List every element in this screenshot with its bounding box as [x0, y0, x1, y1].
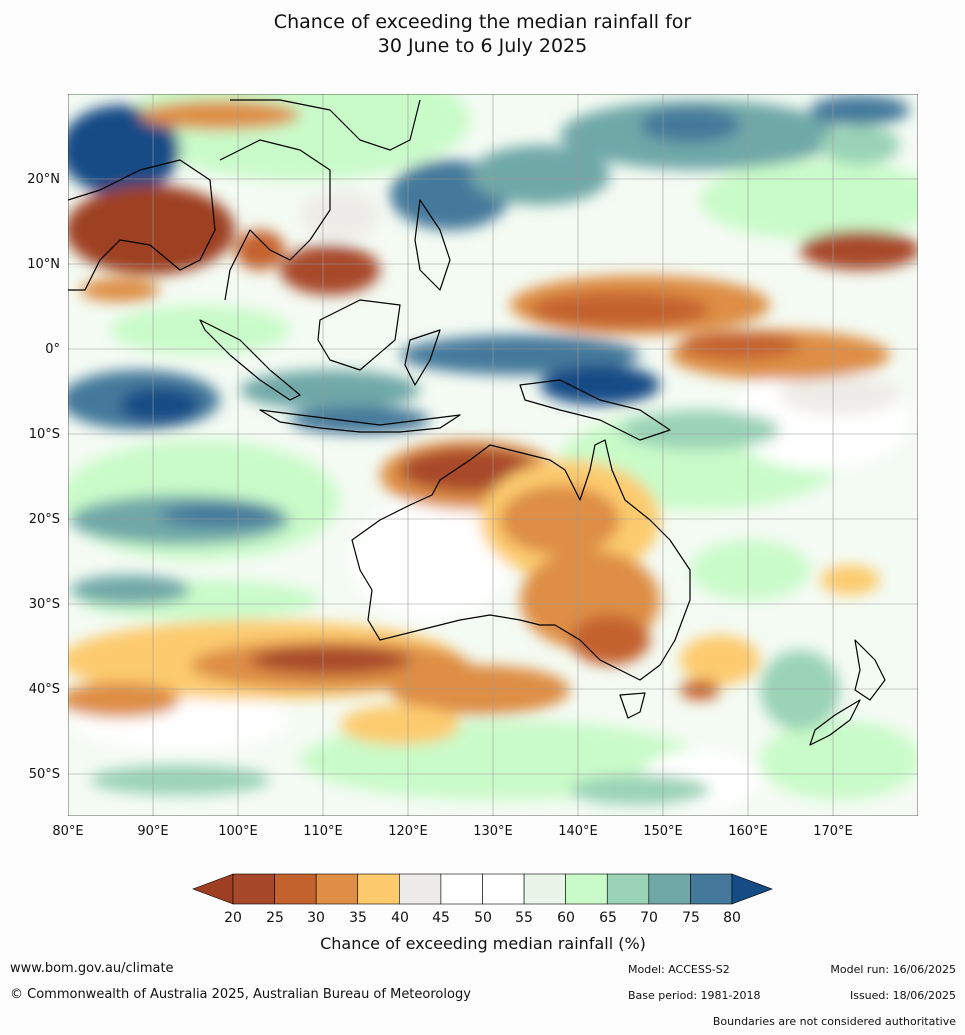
- colorbar-swatch: [399, 873, 442, 905]
- colorbar-ticks: 20 25 30 35 40 45 50 55 60 65 70 75 80: [224, 910, 741, 926]
- colorbar-swatch: [606, 873, 650, 905]
- lat-tick: 10°S: [29, 427, 60, 442]
- lat-tick-labels: 20°N 10°N 0° 10°S 20°S 30°S 40°S 50°S: [27, 172, 60, 782]
- colorbar-tick: 20: [224, 910, 242, 926]
- india-outline: [68, 159, 216, 291]
- map-field: [68, 94, 918, 816]
- sulawesi-outline: [404, 329, 441, 386]
- china-coast-outline: [230, 99, 421, 151]
- colorbar-tick: 25: [266, 910, 284, 926]
- colorbar: 20 25 30 35 40 45 50 55 60 65 70 75 80 C…: [192, 873, 773, 953]
- lon-tick: 80°E: [52, 824, 83, 839]
- colorbar-tick: 30: [307, 910, 325, 926]
- colorbar-swatch: [315, 873, 359, 905]
- colorbar-tick: 55: [515, 910, 533, 926]
- lon-tick: 140°E: [558, 824, 598, 839]
- colorbar-swatch: [690, 873, 733, 905]
- lon-tick: 150°E: [643, 824, 683, 839]
- southeast-asia-outline: [219, 139, 331, 301]
- lat-tick: 20°N: [27, 172, 60, 187]
- australia-outline: [351, 439, 691, 681]
- colorbar-swatches: [192, 873, 773, 905]
- colorbar-tick: 40: [391, 910, 409, 926]
- colorbar-extend-high: [731, 873, 773, 905]
- lon-tick: 130°E: [473, 824, 513, 839]
- colorbar-tick: 35: [349, 910, 367, 926]
- rainfall-map: 80°E 90°E 100°E 110°E 120°E 130°E 140°E …: [27, 94, 918, 839]
- coastlines: [68, 99, 886, 746]
- lon-tick-labels: 80°E 90°E 100°E 110°E 120°E 130°E 140°E …: [52, 824, 852, 839]
- borneo-outline: [317, 299, 401, 371]
- indonesia-south-islands: [259, 409, 461, 433]
- tasmania-outline: [619, 692, 646, 719]
- colorbar-swatch: [440, 873, 483, 905]
- nz-north-island: [854, 639, 886, 701]
- colorbar-tick: 45: [432, 910, 450, 926]
- lon-tick: 170°E: [813, 824, 853, 839]
- website-link[interactable]: www.bom.gov.au/climate: [10, 961, 174, 976]
- lat-tick: 30°S: [29, 597, 60, 612]
- lon-tick: 160°E: [728, 824, 768, 839]
- lon-tick: 100°E: [218, 824, 258, 839]
- lon-tick: 110°E: [303, 824, 343, 839]
- map-gridlines: [68, 94, 918, 816]
- lat-tick: 40°S: [29, 682, 60, 697]
- lat-tick: 10°N: [27, 257, 60, 272]
- colorbar-tick: 80: [723, 910, 741, 926]
- lon-tick: 90°E: [137, 824, 168, 839]
- colorbar-tick: 65: [599, 910, 617, 926]
- colorbar-swatch: [523, 873, 566, 905]
- chart-title-line1: Chance of exceeding the median rainfall …: [273, 11, 692, 33]
- lat-tick: 20°S: [29, 512, 60, 527]
- copyright-text: © Commonwealth of Australia 2025, Austra…: [10, 987, 471, 1002]
- colorbar-tick: 60: [557, 910, 575, 926]
- lat-tick: 50°S: [29, 767, 60, 782]
- new-guinea-outline: [519, 379, 671, 441]
- colorbar-swatch: [482, 873, 525, 905]
- colorbar-swatch: [274, 873, 317, 905]
- colorbar-label: Chance of exceeding median rainfall (%): [320, 934, 646, 953]
- nz-south-island: [809, 699, 861, 746]
- lon-tick: 120°E: [388, 824, 428, 839]
- colorbar-swatch: [565, 873, 608, 905]
- colorbar-swatch: [357, 873, 400, 905]
- colorbar-tick: 75: [682, 910, 700, 926]
- colorbar-tick: 50: [474, 910, 492, 926]
- issued-text: Issued: 18/06/2025: [849, 989, 956, 1002]
- model-run-text: Model run: 16/06/2025: [830, 963, 956, 976]
- colorbar-tick: 70: [640, 910, 658, 926]
- colorbar-swatch: [232, 873, 275, 905]
- sumatra-outline: [199, 319, 301, 401]
- colorbar-swatch: [648, 873, 691, 905]
- model-text: Model: ACCESS-S2: [628, 963, 730, 976]
- base-period-text: Base period: 1981-2018: [628, 989, 761, 1002]
- colorbar-extend-low: [192, 873, 234, 905]
- lat-tick: 0°: [45, 342, 60, 357]
- philippines-outline: [414, 199, 451, 291]
- chart-title-line2: 30 June to 6 July 2025: [377, 35, 588, 57]
- disclaimer-text: Boundaries are not considered authoritat…: [712, 1015, 956, 1028]
